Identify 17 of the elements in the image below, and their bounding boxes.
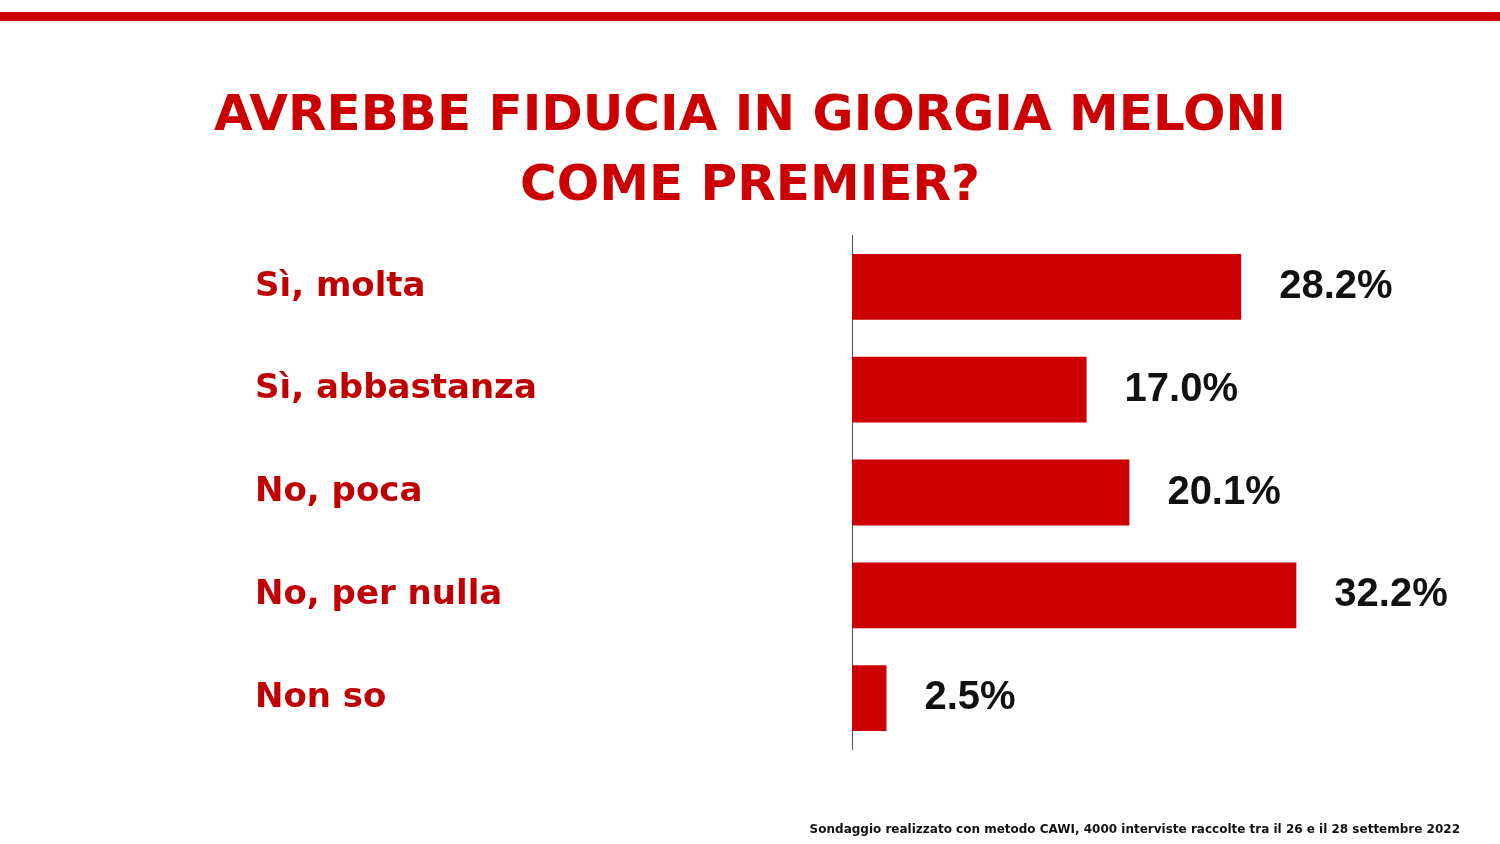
y-tick-label: Sì, molta (255, 263, 426, 304)
bar (852, 562, 1297, 629)
data-label: 17.0% (1124, 364, 1239, 409)
chart-title: AVREBBE FIDUCIA IN GIORGIA MELONI COME PREMIER? (213, 83, 1287, 214)
data-label: 32.2% (1334, 570, 1448, 615)
bar (852, 253, 1242, 320)
data-label: 20.1% (1167, 467, 1281, 512)
bar (852, 665, 887, 732)
bar (852, 356, 1087, 423)
data-label: 28.2% (1279, 261, 1393, 306)
text: Sondaggio realizzato con metodo CAWI, 4000 interviste raccolte tra il 26 e il 28 settembre 2022 (809, 822, 1460, 836)
y-tick-label: Sì, abbastanza (255, 366, 537, 407)
y-tick-label: No, poca (255, 469, 423, 510)
y-tick-label: No, per nulla (255, 572, 503, 613)
data-label: 2.5% (924, 673, 1016, 718)
y-tick-label: Non so (255, 675, 387, 716)
bar (852, 459, 1130, 526)
